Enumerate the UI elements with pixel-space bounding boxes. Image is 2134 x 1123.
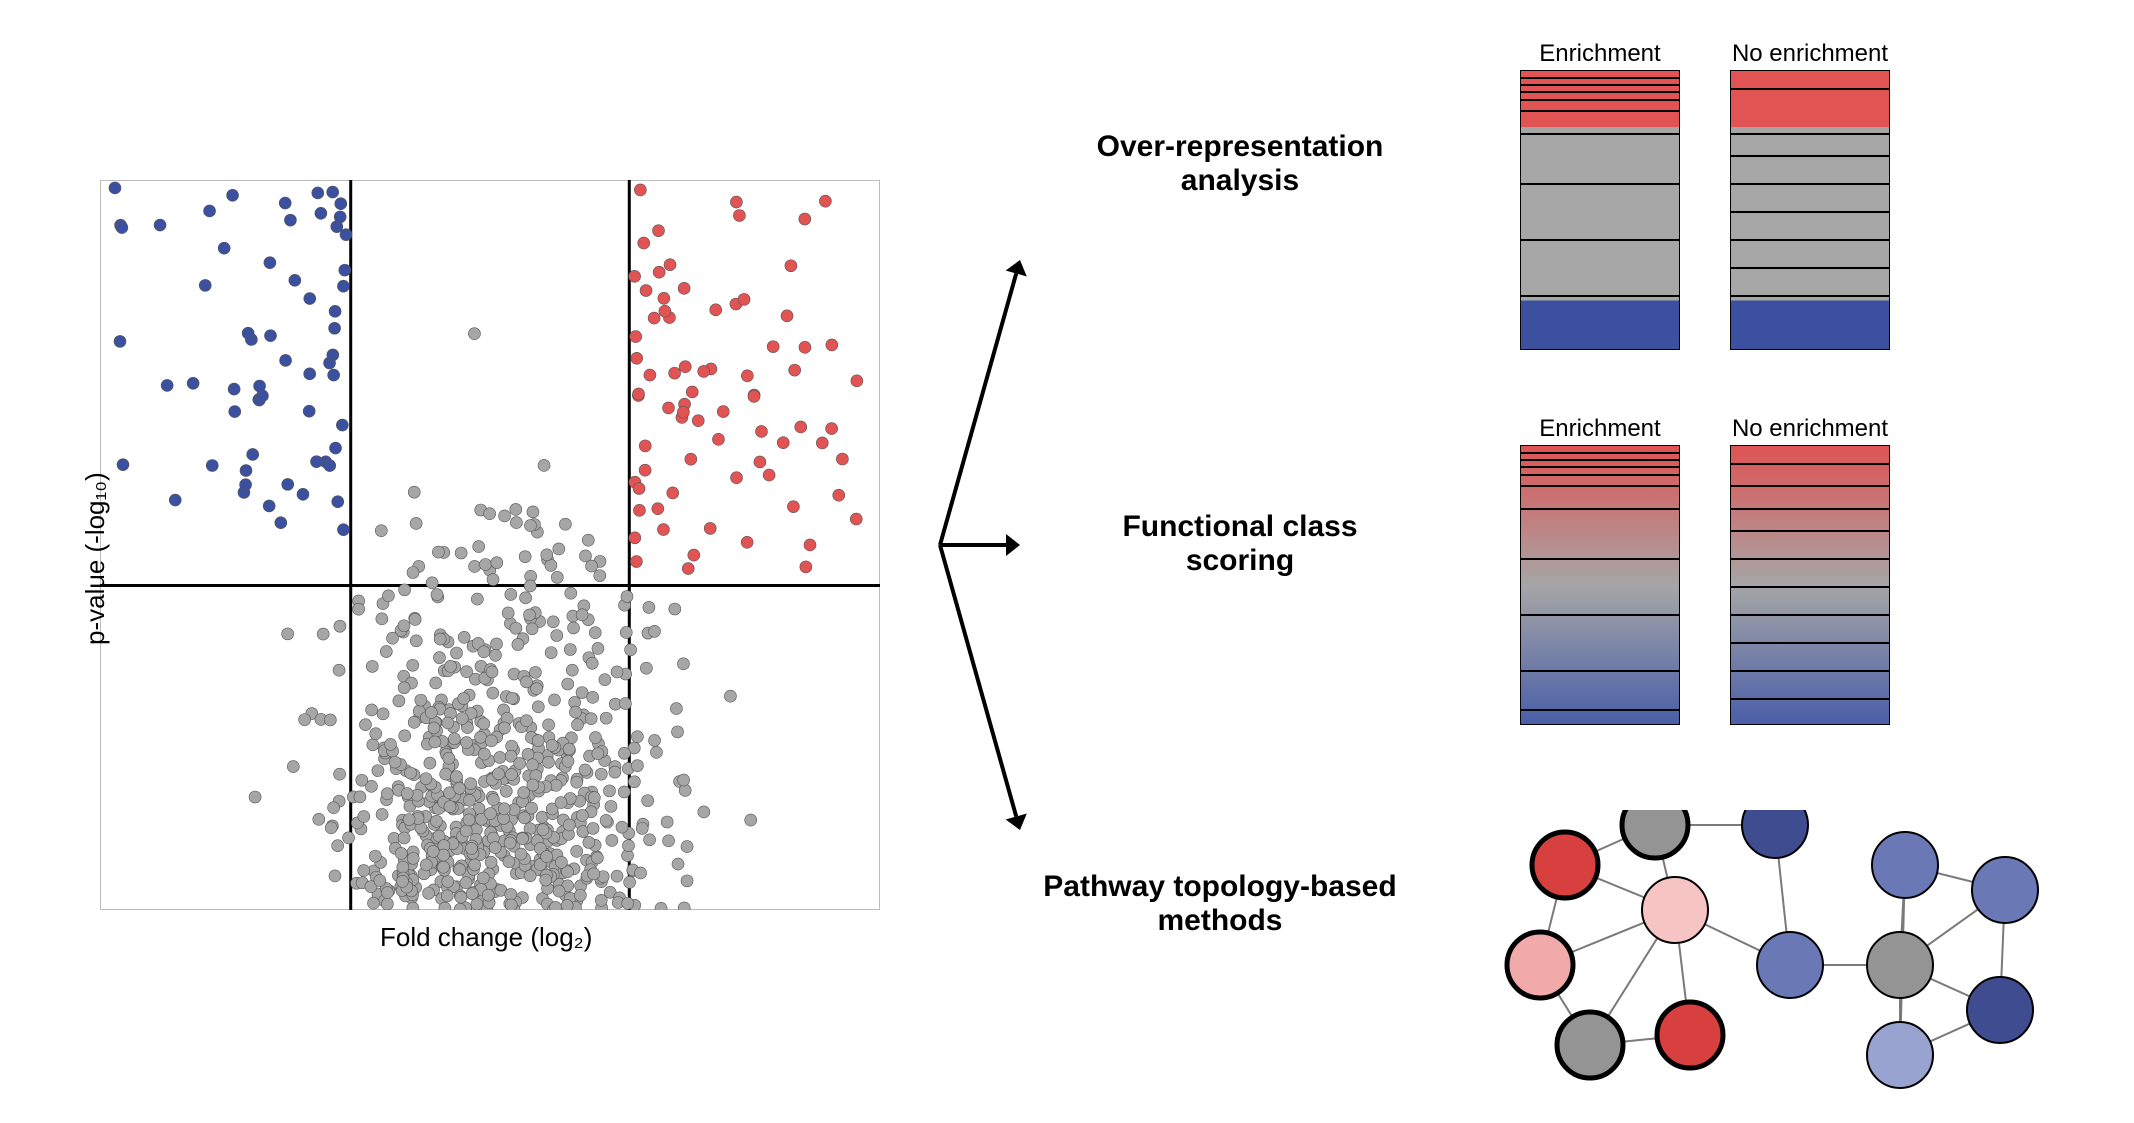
label-ptb-line1: Pathway topology-based <box>1043 870 1396 903</box>
fcs-col-no-enrichment <box>1730 445 1890 725</box>
label-fcs: Functional class scoring <box>1080 510 1400 578</box>
fcs-col-enrichment <box>1520 445 1680 725</box>
fcs-title-enrichment: Enrichment <box>1520 415 1680 443</box>
ora-col-enrichment <box>1520 70 1680 350</box>
fcs-title-no-enrichment: No enrichment <box>1730 415 1890 443</box>
ora-col-no-enrichment <box>1730 70 1890 350</box>
label-ptb: Pathway topology-based methods <box>1000 870 1440 938</box>
label-ptb-line2: methods <box>1157 904 1282 937</box>
ora-title-enrichment: Enrichment <box>1520 40 1680 68</box>
label-fcs-line1: Functional class <box>1122 510 1357 543</box>
fcs-bars: Enrichment No enrichment <box>1520 415 1890 725</box>
label-ora-line1: Over-representation <box>1097 130 1384 163</box>
pathway-network <box>1500 810 2060 1090</box>
label-fcs-line2: scoring <box>1186 544 1294 577</box>
label-ora-line2: analysis <box>1181 164 1299 197</box>
figure-stage: p-value (-log₁₀) Fold change (log₂) Over… <box>0 0 2134 1123</box>
ora-title-no-enrichment: No enrichment <box>1730 40 1890 68</box>
label-ora: Over-representation analysis <box>1050 130 1430 198</box>
ora-bars: Enrichment No enrichment <box>1520 40 1890 350</box>
